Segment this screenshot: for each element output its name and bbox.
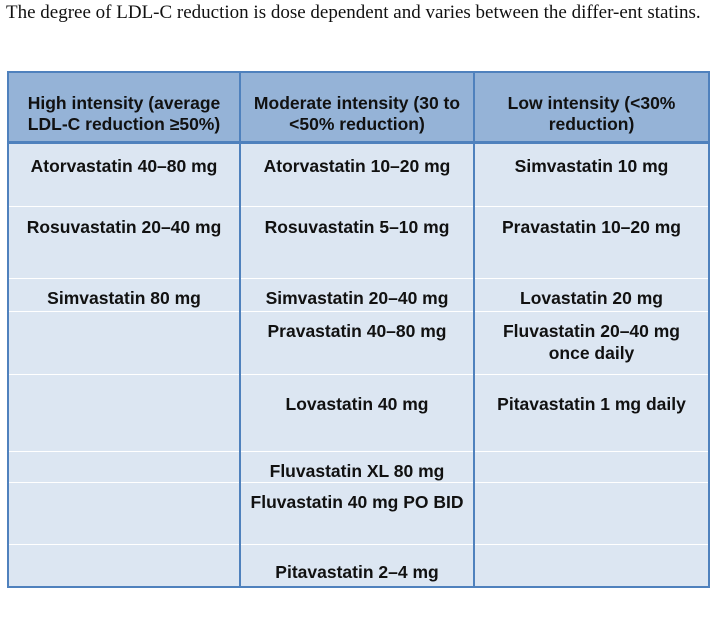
cell-moderate: Simvastatin 20–40 mg [239, 277, 475, 311]
cell-moderate: Fluvastatin 40 mg PO BID [239, 481, 475, 544]
table-row: Fluvastatin XL 80 mg [7, 450, 710, 482]
cell-high: Simvastatin 80 mg [7, 277, 241, 311]
cell-high: Atorvastatin 40–80 mg [7, 140, 241, 206]
table-row: Simvastatin 80 mg Simvastatin 20–40 mg L… [7, 277, 710, 311]
intro-paragraph: The degree of LDL-C reduction is dose de… [6, 2, 701, 23]
table-row: Pravastatin 40–80 mg Fluvastatin 20–40 m… [7, 310, 710, 374]
cell-moderate: Pitavastatin 2–4 mg [239, 543, 475, 588]
cell-low [473, 481, 710, 544]
cell-moderate: Rosuvastatin 5–10 mg [239, 205, 475, 278]
table-row: Fluvastatin 40 mg PO BID [7, 481, 710, 544]
cell-low: Simvastatin 10 mg [473, 140, 710, 206]
cell-low: Pravastatin 10–20 mg [473, 205, 710, 278]
cell-moderate: Lovastatin 40 mg [239, 373, 475, 451]
table-row: Rosuvastatin 20–40 mg Rosuvastatin 5–10 … [7, 205, 710, 278]
cell-high [7, 373, 241, 451]
header-moderate-intensity: Moderate intensity (30 to <50% reduction… [239, 71, 475, 143]
cell-moderate: Atorvastatin 10–20 mg [239, 140, 475, 206]
cell-high [7, 481, 241, 544]
table-row: Lovastatin 40 mg Pitavastatin 1 mg daily [7, 373, 710, 451]
cell-high [7, 450, 241, 482]
cell-low: Fluvastatin 20–40 mg once daily [473, 310, 710, 374]
cell-low [473, 450, 710, 482]
cell-high [7, 543, 241, 588]
cell-low: Lovastatin 20 mg [473, 277, 710, 311]
cell-low: Pitavastatin 1 mg daily [473, 373, 710, 451]
table-row: Atorvastatin 40–80 mg Atorvastatin 10–20… [7, 140, 710, 206]
header-low-intensity: Low intensity (<30% reduction) [473, 71, 710, 143]
cell-low [473, 543, 710, 588]
header-high-intensity: High intensity (average LDL-C reduction … [7, 71, 241, 143]
statin-intensity-table: High intensity (average LDL-C reduction … [7, 71, 710, 588]
cell-high [7, 310, 241, 374]
table-row: Pitavastatin 2–4 mg [7, 543, 710, 588]
cell-moderate: Fluvastatin XL 80 mg [239, 450, 475, 482]
cell-high: Rosuvastatin 20–40 mg [7, 205, 241, 278]
cell-moderate: Pravastatin 40–80 mg [239, 310, 475, 374]
table-header-row: High intensity (average LDL-C reduction … [7, 71, 710, 143]
